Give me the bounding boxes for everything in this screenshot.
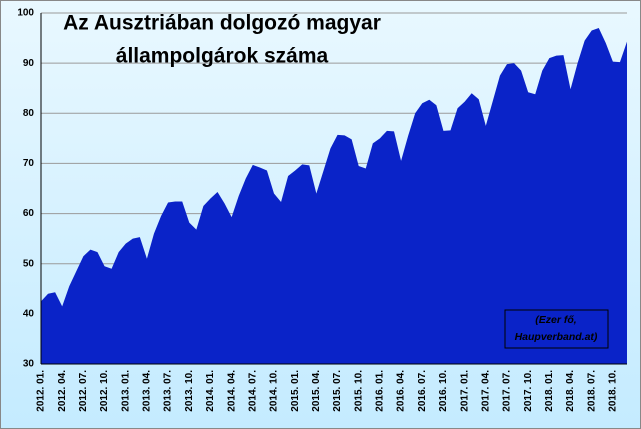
x-tick-label: 2017. 01. <box>459 370 470 412</box>
area <box>41 28 627 364</box>
x-tick-label: 2017. 07. <box>502 370 513 412</box>
x-tick-label: 2015. 07. <box>332 370 343 412</box>
annotation-box <box>504 309 609 349</box>
x-tick-label: 2015. 10. <box>353 370 364 412</box>
annotation: (Ezer fő, <box>535 314 577 326</box>
chart-title: Az Ausztriában dolgozó magyar <box>63 12 381 35</box>
x-tick-label: 2013. 01. <box>120 370 131 412</box>
x-tick-label: 2014. 04. <box>226 370 237 412</box>
x-tick-label: 2016. 10. <box>438 370 449 412</box>
x-tick-label: 2016. 01. <box>375 370 386 412</box>
x-tick-label: 2016. 04. <box>396 370 407 412</box>
x-tick-label: 2018. 04. <box>565 370 576 412</box>
y-tick-label: 70 <box>23 158 35 169</box>
x-tick-label: 2016. 07. <box>417 370 428 412</box>
y-tick-label: 100 <box>17 8 34 19</box>
x-tick-label: 2015. 04. <box>311 370 322 412</box>
x-tick-label: 2012. 04. <box>57 370 68 412</box>
x-tick-label: 2018. 01. <box>544 370 555 412</box>
y-tick-label: 80 <box>23 108 35 119</box>
y-tick-label: 50 <box>23 258 35 269</box>
x-tick-label: 2012. 01. <box>36 370 47 412</box>
annotation: Haupverband.at) <box>515 331 598 343</box>
x-tick-label: 2014. 07. <box>247 370 258 412</box>
x-tick-label: 2014. 01. <box>205 370 216 412</box>
chart-title: állampolgárok száma <box>116 45 329 68</box>
x-tick-label: 2012. 07. <box>78 370 89 412</box>
x-tick-label: 2013. 07. <box>163 370 174 412</box>
x-tick-label: 2017. 04. <box>480 370 491 412</box>
x-tick-label: 2017. 10. <box>523 370 534 412</box>
y-tick-label: 30 <box>23 359 35 370</box>
y-tick-label: 40 <box>23 308 35 319</box>
x-tick-label: 2018. 07. <box>586 370 597 412</box>
x-tick-label: 2013. 04. <box>142 370 153 412</box>
x-tick-label: 2012. 10. <box>99 370 110 412</box>
x-tick-label: 2013. 10. <box>184 370 195 412</box>
x-tick-label: 2015. 01. <box>290 370 301 412</box>
y-tick-label: 90 <box>23 58 35 69</box>
x-tick-label: 2018. 10. <box>608 370 619 412</box>
y-tick-label: 60 <box>23 208 35 219</box>
x-tick-label: 2014. 10. <box>269 370 280 412</box>
